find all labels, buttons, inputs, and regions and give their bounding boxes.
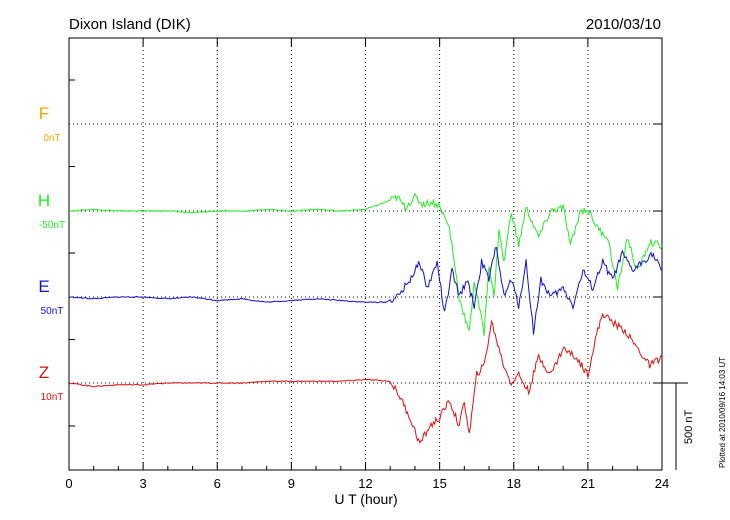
series-line-Z: [69, 312, 663, 445]
series-baseline-Z: 10nT: [41, 392, 64, 403]
x-tick-label-21: 21: [581, 476, 595, 491]
x-tick-label-3: 3: [140, 476, 147, 491]
scale-bar: 500 nT: [662, 382, 695, 470]
series-layer: [68, 192, 663, 445]
vertical-gridlines: [142, 38, 589, 470]
x-axis-label: U T (hour): [334, 491, 397, 507]
scale-bar-label: 500 nT: [683, 409, 695, 444]
series-labels: F 0nT H -50nT E 50nT Z 10nT: [38, 104, 65, 403]
x-tick-label-0: 0: [65, 476, 72, 491]
x-tick-label-24: 24: [655, 476, 669, 491]
x-tick-label-18: 18: [507, 476, 521, 491]
chart-title-right: 2010/03/10: [586, 16, 661, 33]
axis-ticks: [68, 38, 663, 470]
plotted-at-note: Plotted at 2010/09/16 14:03 UT: [718, 357, 727, 468]
series-baseline-F: 0nT: [43, 133, 60, 144]
x-tick-labels: 0 3 6 9 12 15 18 21 24: [65, 476, 669, 491]
series-baseline-H: -50nT: [39, 220, 65, 231]
series-name-Z: Z: [39, 363, 49, 382]
x-tick-label-15: 15: [432, 476, 446, 491]
x-tick-label-12: 12: [358, 476, 372, 491]
series-line-E: [68, 246, 663, 335]
x-tick-label-6: 6: [214, 476, 221, 491]
series-name-E: E: [38, 277, 49, 296]
series-name-H: H: [38, 191, 50, 210]
series-name-F: F: [39, 104, 49, 123]
horizontal-gridlines: [69, 123, 662, 384]
series-baseline-E: 50nT: [41, 306, 64, 317]
chart-title-left: Dixon Island (DIK): [69, 16, 191, 33]
series-line-H: [68, 192, 663, 337]
x-tick-label-9: 9: [288, 476, 295, 491]
